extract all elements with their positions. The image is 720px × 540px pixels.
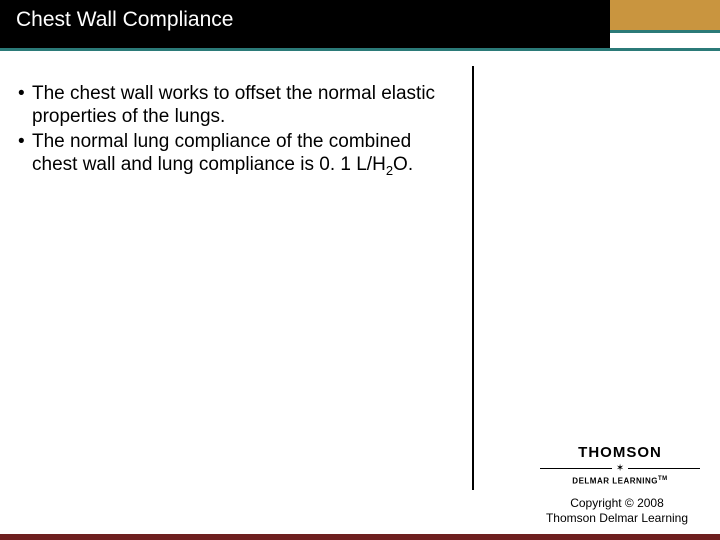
slide-title: Chest Wall Compliance bbox=[16, 8, 233, 32]
copyright-line-1: Copyright © 2008 bbox=[532, 496, 702, 511]
logo-line-left bbox=[540, 468, 612, 469]
header-teal-line-right bbox=[610, 30, 720, 33]
publisher-logo: THOMSON ✶ DELMAR LEARNINGTM bbox=[540, 444, 700, 486]
delmar-text: DELMAR LEARNING bbox=[572, 477, 658, 486]
bullet-text-post: O. bbox=[393, 154, 413, 175]
bullet-item: • The chest wall works to offset the nor… bbox=[18, 82, 458, 128]
trademark-symbol: TM bbox=[658, 476, 668, 482]
copyright-line-2: Thomson Delmar Learning bbox=[532, 511, 702, 526]
delmar-wordmark: DELMAR LEARNINGTM bbox=[540, 476, 700, 486]
header-accent-orange bbox=[610, 0, 720, 30]
subscript: 2 bbox=[386, 163, 393, 178]
logo-line-right bbox=[628, 468, 700, 469]
slide-header: Chest Wall Compliance bbox=[0, 0, 720, 60]
copyright-block: Copyright © 2008 Thomson Delmar Learning bbox=[532, 496, 702, 526]
bullet-text-pre: The normal lung compliance of the combin… bbox=[32, 131, 411, 175]
logo-divider: ✶ bbox=[540, 463, 700, 474]
footer-bar bbox=[0, 534, 720, 540]
content-area: • The chest wall works to offset the nor… bbox=[18, 82, 458, 178]
bullet-marker: • bbox=[18, 130, 32, 153]
bullet-text: The chest wall works to offset the norma… bbox=[32, 82, 458, 128]
bullet-text: The normal lung compliance of the combin… bbox=[32, 130, 458, 176]
vertical-divider bbox=[472, 66, 474, 490]
bullet-item: • The normal lung compliance of the comb… bbox=[18, 130, 458, 176]
bullet-marker: • bbox=[18, 82, 32, 105]
star-icon: ✶ bbox=[616, 463, 624, 474]
thomson-wordmark: THOMSON bbox=[540, 444, 700, 461]
header-teal-line bbox=[0, 48, 720, 51]
